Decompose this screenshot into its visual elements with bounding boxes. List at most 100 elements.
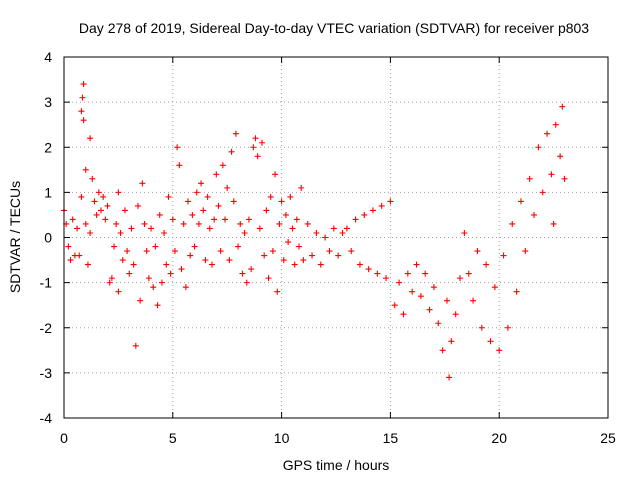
data-point: [80, 117, 87, 124]
y-tick-label: 4: [44, 49, 52, 65]
data-point: [152, 243, 159, 250]
data-point: [239, 270, 246, 277]
data-point: [443, 297, 450, 304]
data-point: [108, 275, 115, 282]
data-point: [176, 162, 183, 169]
data-point: [487, 338, 494, 345]
data-point: [134, 202, 141, 209]
data-point: [500, 252, 507, 259]
y-tick-label: -1: [40, 275, 53, 291]
data-point: [111, 243, 118, 250]
data-point: [404, 270, 411, 277]
data-point: [317, 261, 324, 268]
data-point: [69, 216, 76, 223]
data-point: [200, 207, 207, 214]
data-point: [522, 248, 529, 255]
data-point: [204, 193, 211, 200]
data-point: [348, 248, 355, 255]
data-point: [280, 257, 287, 264]
chart-title: Day 278 of 2019, Sidereal Day-to-day VTE…: [79, 20, 589, 36]
data-point: [478, 324, 485, 331]
data-point: [248, 266, 255, 273]
data-point: [167, 270, 174, 277]
data-point: [95, 189, 102, 196]
data-point: [396, 279, 403, 286]
data-point: [187, 252, 194, 259]
data-point: [343, 225, 350, 232]
data-point: [148, 225, 155, 232]
data-point: [126, 270, 133, 277]
data-point: [352, 216, 359, 223]
data-point: [544, 130, 551, 137]
x-tick-label: 0: [60, 430, 68, 446]
data-point: [189, 211, 196, 218]
data-point: [356, 261, 363, 268]
data-point: [67, 257, 74, 264]
data-point: [117, 229, 124, 236]
data-point: [89, 175, 96, 182]
data-point: [243, 279, 250, 286]
data-point: [513, 288, 520, 295]
data-point: [97, 207, 104, 214]
data-point: [185, 198, 192, 205]
data-point: [76, 252, 83, 259]
data-point: [322, 234, 329, 241]
data-point: [182, 284, 189, 291]
data-point: [417, 293, 424, 300]
data-point: [143, 248, 150, 255]
data-point: [232, 130, 239, 137]
data-point: [195, 220, 202, 227]
data-point: [87, 135, 94, 142]
data-point: [426, 306, 433, 313]
data-point: [474, 248, 481, 255]
data-point: [263, 207, 270, 214]
data-point: [80, 81, 87, 88]
y-tick-label: -2: [40, 320, 53, 336]
data-point: [241, 229, 248, 236]
data-point: [154, 302, 161, 309]
data-point: [274, 288, 281, 295]
data-point: [115, 288, 122, 295]
data-point: [435, 320, 442, 327]
data-point: [557, 153, 564, 160]
x-tick-label: 20: [491, 430, 507, 446]
data-point: [296, 243, 303, 250]
x-tick-label: 5: [169, 430, 177, 446]
y-tick-label: 2: [44, 139, 52, 155]
data-point: [102, 216, 109, 223]
data-point: [165, 193, 172, 200]
data-point: [130, 261, 137, 268]
y-tick-label: 1: [44, 184, 52, 200]
data-point: [330, 225, 337, 232]
data-point: [84, 261, 91, 268]
data-point: [104, 202, 111, 209]
data-point: [465, 270, 472, 277]
data-point: [409, 288, 416, 295]
data-point: [150, 284, 157, 291]
data-point: [87, 229, 94, 236]
x-tick-label: 15: [383, 430, 399, 446]
data-point: [552, 121, 559, 128]
data-point: [202, 257, 209, 264]
data-point: [272, 171, 279, 178]
data-point: [365, 266, 372, 273]
data-point: [191, 243, 198, 250]
data-point: [222, 216, 229, 223]
data-point: [269, 248, 276, 255]
data-point: [422, 270, 429, 277]
data-point: [219, 162, 226, 169]
data-point: [531, 211, 538, 218]
data-point: [156, 211, 163, 218]
data-point: [82, 220, 89, 227]
data-point: [413, 261, 420, 268]
data-point: [539, 189, 546, 196]
data-point: [79, 94, 86, 101]
data-point: [180, 220, 187, 227]
data-point: [509, 220, 516, 227]
data-point: [245, 216, 252, 223]
data-point: [78, 108, 85, 115]
data-point: [470, 297, 477, 304]
y-tick-label: -4: [40, 410, 53, 426]
x-axis-label: GPS time / hours: [283, 457, 390, 473]
data-point: [400, 311, 407, 318]
